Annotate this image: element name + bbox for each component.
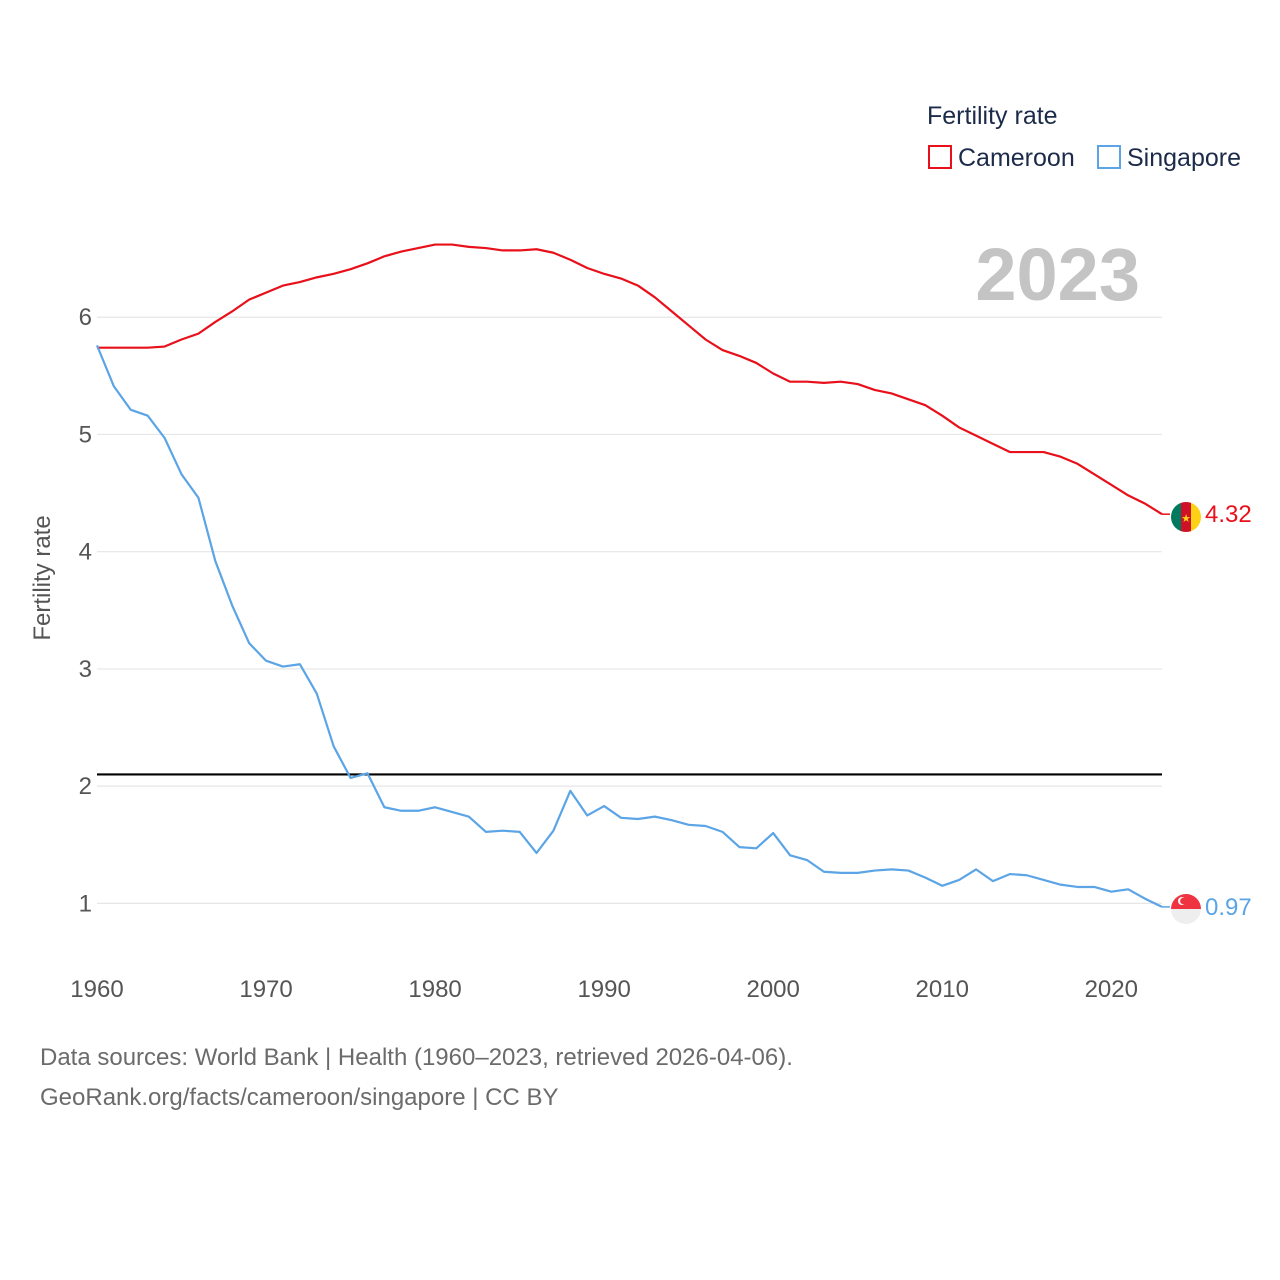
x-tick-label: 2020 — [1085, 976, 1138, 1003]
x-tick-label: 1990 — [577, 976, 630, 1003]
y-tick-label: 4 — [79, 539, 92, 566]
legend-swatch-cameroon — [928, 145, 952, 169]
series-lines — [95, 243, 1170, 908]
y-tick-label: 5 — [79, 421, 92, 448]
x-tick-label: 1960 — [70, 976, 123, 1003]
series-line-singapore[interactable] — [95, 344, 1163, 908]
legend: Fertility rate Cameroon Singapore — [927, 102, 1241, 172]
current-year-label: 2023 — [975, 233, 1140, 316]
x-tick-label: 1980 — [408, 976, 461, 1003]
cameroon-flag-icon: ★ — [1171, 502, 1201, 532]
legend-label-singapore: Singapore — [1127, 144, 1241, 172]
y-tick-label: 1 — [79, 890, 92, 917]
singapore-end-value: 0.97 — [1205, 894, 1252, 921]
series-line-cameroon[interactable] — [97, 243, 1163, 516]
cameroon-end-value: 4.32 — [1205, 501, 1252, 528]
legend-label-cameroon: Cameroon — [958, 144, 1075, 172]
x-axis-ticks: 1960 1970 1980 1990 2000 2010 2020 — [70, 976, 1138, 1003]
legend-item-singapore[interactable]: Singapore — [1097, 144, 1241, 172]
footer-data-sources: Data sources: World Bank | Health (1960–… — [40, 1044, 793, 1071]
fertility-rate-chart: 1960 1970 1980 1990 2000 2010 2020 1 2 3 4 5 6 Fert… — [29, 102, 1252, 1003]
x-tick-label: 1970 — [239, 976, 292, 1003]
gridlines — [97, 316, 1162, 904]
legend-title: Fertility rate — [927, 102, 1058, 130]
singapore-flag-icon — [1171, 894, 1201, 924]
y-axis-title: Fertility rate — [29, 515, 56, 640]
y-tick-label: 6 — [79, 304, 92, 331]
x-tick-label: 2000 — [746, 976, 799, 1003]
y-tick-label: 2 — [79, 773, 92, 800]
y-axis-ticks: 1 2 3 4 5 6 — [79, 304, 92, 917]
svg-text:★: ★ — [1181, 512, 1191, 525]
legend-item-cameroon[interactable]: Cameroon — [928, 144, 1075, 172]
legend-swatch-singapore — [1097, 145, 1121, 169]
x-tick-label: 2010 — [916, 976, 969, 1003]
footer-source-link[interactable]: GeoRank.org/facts/cameroon/singapore | C… — [40, 1084, 559, 1111]
y-tick-label: 3 — [79, 656, 92, 683]
